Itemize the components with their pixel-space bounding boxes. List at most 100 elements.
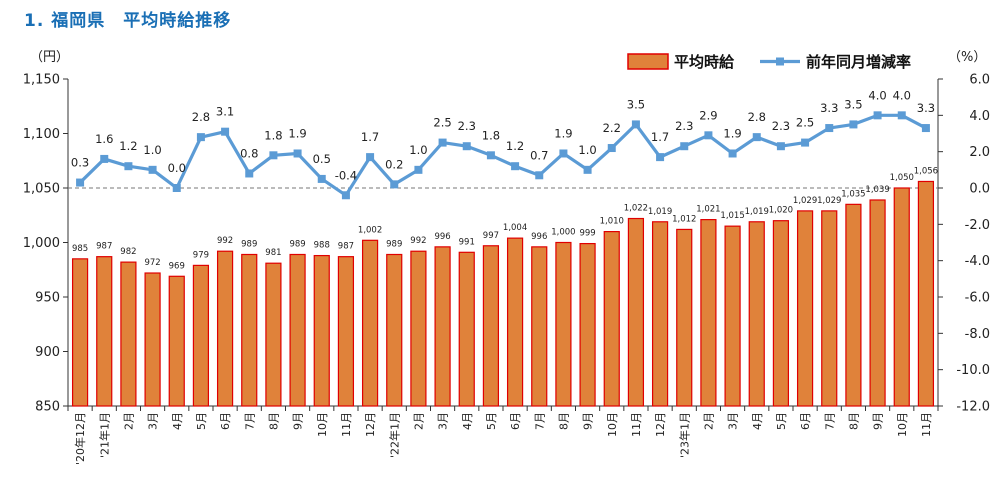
bar-value-label: 1,021 xyxy=(696,205,720,215)
bar-value-label: 1,050 xyxy=(890,173,914,183)
x-tick-label: 11月 xyxy=(920,412,933,437)
bar-value-label: 981 xyxy=(265,248,281,258)
bar-12 xyxy=(361,239,379,407)
rate-value-label: 1.9 xyxy=(554,126,572,140)
bar-value-label: 987 xyxy=(338,242,354,252)
x-tick-label: 4月 xyxy=(751,412,764,430)
x-tick-label: '20年12月 xyxy=(73,412,87,465)
rate-value-label: 2.8 xyxy=(748,110,766,124)
bar-value-label: 1,039 xyxy=(865,185,889,195)
rate-marker-17 xyxy=(486,151,495,160)
rate-marker-1 xyxy=(100,154,109,163)
x-tick-label: 8月 xyxy=(267,412,280,430)
rate-marker-28 xyxy=(752,133,761,142)
bar-29 xyxy=(772,220,790,407)
x-tick-label: 11月 xyxy=(340,412,353,437)
right-tick-label: -6.0 xyxy=(965,291,990,306)
rate-value-label: 2.9 xyxy=(699,108,717,122)
bar-value-label: 1,010 xyxy=(600,217,624,227)
bar-value-label: 999 xyxy=(579,229,595,239)
rate-marker-2 xyxy=(124,162,133,171)
rate-marker-26 xyxy=(704,131,713,140)
bar-27 xyxy=(724,225,741,407)
right-tick-label: -2.0 xyxy=(965,218,990,233)
bar-9 xyxy=(289,253,306,407)
legend-line-marker xyxy=(776,57,784,66)
rate-value-label: 3.5 xyxy=(844,97,862,111)
rate-value-label: 0.2 xyxy=(385,157,403,171)
right-tick-label: -12.0 xyxy=(956,400,990,415)
bar-value-label: 997 xyxy=(483,231,499,241)
rate-marker-21 xyxy=(583,165,592,174)
rate-value-label: 2.3 xyxy=(772,119,790,133)
bar-24 xyxy=(651,221,669,407)
bar-11 xyxy=(337,256,355,407)
bar-value-label: 1,029 xyxy=(793,196,817,206)
bar-value-label: 1,056 xyxy=(914,166,938,176)
bar-value-label: 982 xyxy=(120,247,136,257)
left-tick-label: 1,050 xyxy=(23,182,60,197)
bar-value-label: 972 xyxy=(144,258,160,268)
x-tick-label: 12月 xyxy=(654,412,667,437)
bar-value-label: 1,035 xyxy=(841,189,865,199)
rate-marker-11 xyxy=(341,191,350,200)
bar-22 xyxy=(603,231,620,407)
bar-20 xyxy=(555,241,572,407)
x-tick-label: 12月 xyxy=(364,412,377,437)
bar-value-label: 996 xyxy=(531,232,547,242)
rate-marker-30 xyxy=(801,138,810,147)
rate-marker-34 xyxy=(897,111,906,120)
rate-value-label: 3.5 xyxy=(627,97,645,111)
bar-3 xyxy=(144,272,161,407)
x-tick-label: 8月 xyxy=(847,412,860,430)
bar-value-label: 988 xyxy=(314,241,330,251)
x-tick-label: 6月 xyxy=(219,412,232,430)
rate-value-label: -0.4 xyxy=(335,168,357,182)
right-tick-label: -10.0 xyxy=(956,363,990,378)
bar-value-label: 1,015 xyxy=(720,211,744,221)
rate-value-label: 1.0 xyxy=(143,143,161,157)
rate-value-label: 1.2 xyxy=(119,139,137,153)
rate-marker-8 xyxy=(269,151,278,160)
x-tick-label: 9月 xyxy=(872,412,885,430)
x-tick-label: 3月 xyxy=(727,412,740,430)
left-tick-label: 1,000 xyxy=(23,236,60,251)
bar-value-label: 996 xyxy=(434,232,450,242)
bar-34 xyxy=(893,187,910,407)
bar-32 xyxy=(845,203,862,407)
left-tick-label: 950 xyxy=(35,291,60,306)
rate-marker-19 xyxy=(535,171,544,180)
rate-value-label: 1.7 xyxy=(361,130,379,144)
rate-marker-3 xyxy=(148,165,157,174)
rate-value-label: 4.0 xyxy=(868,88,886,102)
rate-value-label: 3.3 xyxy=(917,101,935,115)
x-tick-label: 5月 xyxy=(775,412,788,430)
bar-value-label: 1,019 xyxy=(648,207,672,217)
bar-value-label: 969 xyxy=(169,261,185,271)
bar-17 xyxy=(482,245,500,407)
bar-35 xyxy=(917,180,935,407)
right-tick-label: 2.0 xyxy=(969,145,990,160)
rate-value-label: 0.0 xyxy=(168,161,186,175)
bar-value-label: 985 xyxy=(72,244,88,254)
rate-marker-25 xyxy=(680,142,689,151)
x-tick-label: 10月 xyxy=(606,412,619,437)
rate-value-label: 2.3 xyxy=(458,119,476,133)
bar-13 xyxy=(386,253,403,407)
rate-marker-24 xyxy=(656,153,665,162)
rate-marker-18 xyxy=(511,162,520,171)
rate-value-label: 0.3 xyxy=(71,156,89,170)
rate-value-label: 1.0 xyxy=(578,143,596,157)
rate-marker-4 xyxy=(172,184,181,192)
rate-marker-13 xyxy=(390,180,399,189)
right-tick-label: 6.0 xyxy=(969,73,990,88)
rate-marker-20 xyxy=(559,149,568,158)
x-tick-label: 5月 xyxy=(485,412,498,430)
bar-value-label: 1,029 xyxy=(817,196,841,206)
bar-6 xyxy=(216,250,234,407)
bar-8 xyxy=(265,262,282,407)
rate-value-label: 1.9 xyxy=(723,126,741,140)
bar-value-label: 989 xyxy=(241,239,257,249)
left-tick-label: 900 xyxy=(35,345,60,360)
rate-value-label: 2.3 xyxy=(675,119,693,133)
